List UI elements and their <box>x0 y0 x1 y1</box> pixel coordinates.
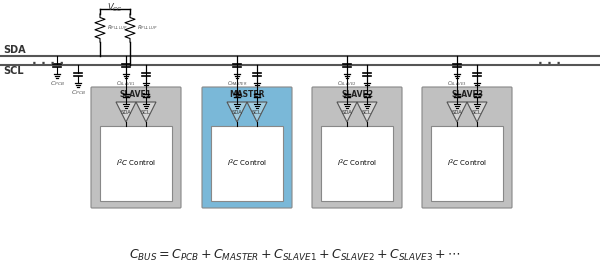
Text: SLAVE2: SLAVE2 <box>341 90 373 99</box>
Text: SCL: SCL <box>141 111 151 115</box>
Polygon shape <box>136 102 156 122</box>
Text: SLAVE3: SLAVE3 <box>451 90 483 99</box>
Text: $C_{SLAVE1}$: $C_{SLAVE1}$ <box>136 88 156 97</box>
Polygon shape <box>447 102 467 122</box>
FancyBboxPatch shape <box>422 87 512 208</box>
Polygon shape <box>467 102 487 122</box>
Text: $C_{SLAVE1}$: $C_{SLAVE1}$ <box>116 79 136 88</box>
Text: MASTER: MASTER <box>229 90 265 99</box>
Text: $C_{SLAVE2}$: $C_{SLAVE2}$ <box>337 79 357 88</box>
Text: $I^2C$ Control: $I^2C$ Control <box>116 158 156 169</box>
Text: SDA: SDA <box>3 45 26 55</box>
Polygon shape <box>247 102 267 122</box>
Text: SCL: SCL <box>3 66 23 76</box>
Text: $C_{MASTER}$: $C_{MASTER}$ <box>247 88 267 97</box>
Text: SDA: SDA <box>341 111 352 115</box>
Text: SDA: SDA <box>121 111 131 115</box>
Text: SLAVE1: SLAVE1 <box>120 90 152 99</box>
FancyBboxPatch shape <box>202 87 292 208</box>
FancyBboxPatch shape <box>321 126 393 201</box>
Text: . . . .: . . . . <box>32 54 64 67</box>
Text: $C_{SLAVE3}$: $C_{SLAVE3}$ <box>447 79 467 88</box>
Text: $C_{PCB}$: $C_{PCB}$ <box>71 88 85 97</box>
Text: $R_{PULLUP}$: $R_{PULLUP}$ <box>107 24 127 33</box>
Text: $R_{PULLUP}$: $R_{PULLUP}$ <box>137 24 157 33</box>
Text: SCL: SCL <box>362 111 372 115</box>
Text: $C_{BUS} = C_{PCB} + C_{MASTER} + C_{SLAVE1} + C_{SLAVE2} + C_{SLAVE3} + \cdots$: $C_{BUS} = C_{PCB} + C_{MASTER} + C_{SLA… <box>129 247 461 263</box>
FancyBboxPatch shape <box>91 87 181 208</box>
Text: $V_{CC}$: $V_{CC}$ <box>107 2 123 15</box>
Text: SCL: SCL <box>252 111 262 115</box>
Polygon shape <box>116 102 136 122</box>
FancyBboxPatch shape <box>431 126 503 201</box>
Text: . . .: . . . <box>539 54 562 67</box>
Polygon shape <box>227 102 247 122</box>
Polygon shape <box>357 102 377 122</box>
FancyBboxPatch shape <box>100 126 172 201</box>
Text: SCL: SCL <box>472 111 482 115</box>
Text: SDA: SDA <box>452 111 463 115</box>
FancyBboxPatch shape <box>211 126 283 201</box>
Text: $C_{MASTER}$: $C_{MASTER}$ <box>227 79 247 88</box>
Text: $I^2C$ Control: $I^2C$ Control <box>337 158 377 169</box>
Text: $I^2C$ Control: $I^2C$ Control <box>447 158 487 169</box>
FancyBboxPatch shape <box>312 87 402 208</box>
Text: $C_{SLAVE2}$: $C_{SLAVE2}$ <box>357 88 377 97</box>
Text: SDA: SDA <box>232 111 242 115</box>
Text: $C_{SLAVE3}$: $C_{SLAVE3}$ <box>467 88 487 97</box>
Polygon shape <box>337 102 357 122</box>
Text: $C_{PCB}$: $C_{PCB}$ <box>50 79 64 88</box>
Text: $I^2C$ Control: $I^2C$ Control <box>227 158 267 169</box>
